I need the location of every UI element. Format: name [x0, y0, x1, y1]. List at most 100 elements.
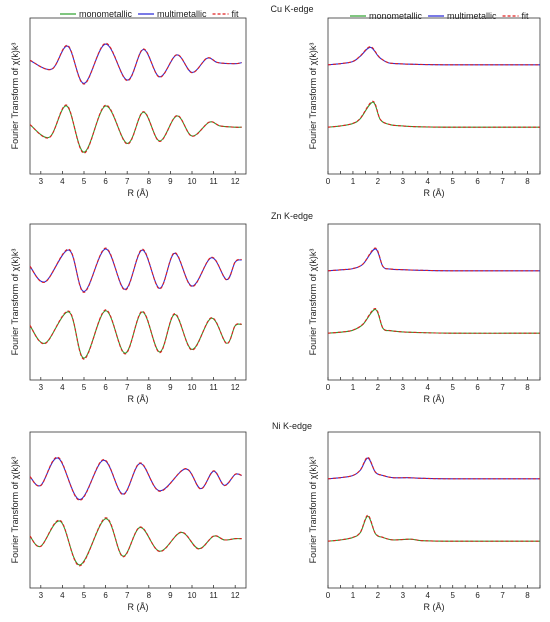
x-tick-label: 4	[60, 591, 65, 600]
series-fit-line	[29, 42, 242, 85]
series-fit-line	[327, 46, 541, 66]
legend-label-fit: fit	[522, 11, 530, 21]
x-tick-label: 7	[500, 591, 505, 600]
x-tick-label: 4	[426, 383, 431, 392]
x-tick-label: 8	[147, 591, 152, 600]
series-fit-line	[327, 100, 541, 128]
legend-label-multi: multimetallic	[447, 11, 497, 21]
x-tick-label: 4	[426, 177, 431, 186]
x-tick-label: 5	[450, 383, 455, 392]
series-multi-line	[327, 46, 541, 66]
plot-frame	[327, 223, 541, 381]
legend-label-mono: monometallic	[369, 11, 423, 21]
x-tick-label: 11	[209, 177, 218, 186]
x-tick-label: 5	[450, 177, 455, 186]
x-tick-label: 4	[60, 383, 65, 392]
x-tick-label: 3	[39, 177, 44, 186]
x-tick-label: 5	[450, 591, 455, 600]
y-axis-label: Fourier Transform of χ(k)k³	[308, 249, 318, 356]
x-tick-label: 9	[168, 383, 173, 392]
y-axis-label: Fourier Transform of χ(k)k³	[308, 457, 318, 564]
series-fit-line	[29, 104, 242, 154]
x-tick-label: 5	[82, 177, 87, 186]
x-tick-label: 1	[351, 177, 356, 186]
x-tick-label: 4	[60, 177, 65, 186]
legend-label-multi: multimetallic	[157, 9, 207, 19]
x-tick-label: 6	[103, 591, 108, 600]
x-tick-label: 6	[475, 591, 480, 600]
series-fit-line	[29, 517, 242, 567]
y-axis-label: Fourier Transform of χ(k)k³	[10, 43, 20, 150]
x-tick-label: 7	[125, 591, 130, 600]
x-tick-label: 11	[209, 591, 218, 600]
x-axis-label: R (Å)	[128, 188, 149, 198]
series-multi-line	[327, 248, 541, 272]
chart-title: Ni K-edge	[272, 421, 312, 431]
chart-cu_k: 3 4 5 6 7 8 9 10 11 12 R (Å) Fourier Transform of χ…	[10, 17, 247, 198]
x-tick-label: 6	[103, 177, 108, 186]
series-mono-line	[327, 101, 541, 128]
chart-zn_k_right: 0 1 2 3 4 5 6 7 8 R (Å) Fourier Transform of χ(k)k…	[271, 211, 541, 404]
series-fit-line	[327, 456, 541, 480]
x-tick-label: 6	[103, 383, 108, 392]
series-mono-line	[29, 518, 242, 566]
x-axis-label: R (Å)	[424, 394, 445, 404]
x-tick-label: 3	[401, 591, 406, 600]
plot-frame	[29, 223, 247, 381]
x-tick-label: 12	[231, 383, 240, 392]
x-tick-label: 12	[231, 177, 240, 186]
legend-label-fit: fit	[232, 9, 240, 19]
x-tick-label: 0	[326, 591, 331, 600]
x-axis-label: R (Å)	[424, 602, 445, 612]
series-mono-line	[327, 515, 541, 542]
series-fit-line	[29, 309, 242, 360]
x-tick-label: 5	[82, 591, 87, 600]
series-multi-line	[29, 248, 242, 293]
x-tick-label: 7	[125, 383, 130, 392]
x-tick-label: 3	[39, 383, 44, 392]
x-tick-label: 8	[147, 383, 152, 392]
x-tick-label: 3	[39, 591, 44, 600]
x-tick-label: 0	[326, 383, 331, 392]
x-tick-label: 8	[147, 177, 152, 186]
x-tick-label: 10	[188, 591, 197, 600]
x-tick-label: 8	[525, 591, 530, 600]
x-tick-label: 2	[376, 383, 381, 392]
legend: monometallic multimetallic fit	[60, 9, 239, 19]
series-fit-line	[29, 456, 242, 501]
x-tick-label: 4	[426, 591, 431, 600]
x-tick-label: 3	[401, 383, 406, 392]
series-fit-line	[327, 514, 541, 542]
x-tick-label: 10	[188, 383, 197, 392]
x-tick-label: 9	[168, 591, 173, 600]
x-tick-label: 0	[326, 177, 331, 186]
y-axis-label: Fourier Transform of χ(k)k³	[10, 457, 20, 564]
chart-ni_k: 3 4 5 6 7 8 9 10 11 12 R (Å) Fourier Transform of χ…	[10, 431, 247, 612]
plot-frame	[29, 431, 247, 589]
x-tick-label: 8	[525, 383, 530, 392]
series-mono-line	[327, 308, 541, 334]
x-tick-label: 9	[168, 177, 173, 186]
chart-title: Cu K-edge	[270, 4, 313, 14]
chart-zn_k: 3 4 5 6 7 8 9 10 11 12 R (Å) Fourier Transform of χ…	[10, 223, 247, 404]
x-tick-label: 7	[500, 383, 505, 392]
x-tick-label: 1	[351, 383, 356, 392]
x-tick-label: 3	[401, 177, 406, 186]
series-fit-line	[29, 247, 242, 293]
x-axis-label: R (Å)	[424, 188, 445, 198]
x-tick-label: 6	[475, 177, 480, 186]
series-multi-line	[29, 457, 242, 501]
chart-ni_k_right: 0 1 2 3 4 5 6 7 8 R (Å) Fourier Transform of χ(k)k…	[272, 421, 541, 612]
series-fit-line	[327, 307, 541, 334]
plot-frame	[327, 17, 541, 175]
x-axis-label: R (Å)	[128, 394, 149, 404]
x-tick-label: 2	[376, 177, 381, 186]
series-fit-line	[327, 247, 541, 272]
plot-frame	[29, 17, 247, 175]
x-tick-label: 1	[351, 591, 356, 600]
x-tick-label: 12	[231, 591, 240, 600]
legend: monometallic multimetallic fit	[350, 11, 529, 21]
plot-frame	[327, 431, 541, 589]
x-tick-label: 8	[525, 177, 530, 186]
